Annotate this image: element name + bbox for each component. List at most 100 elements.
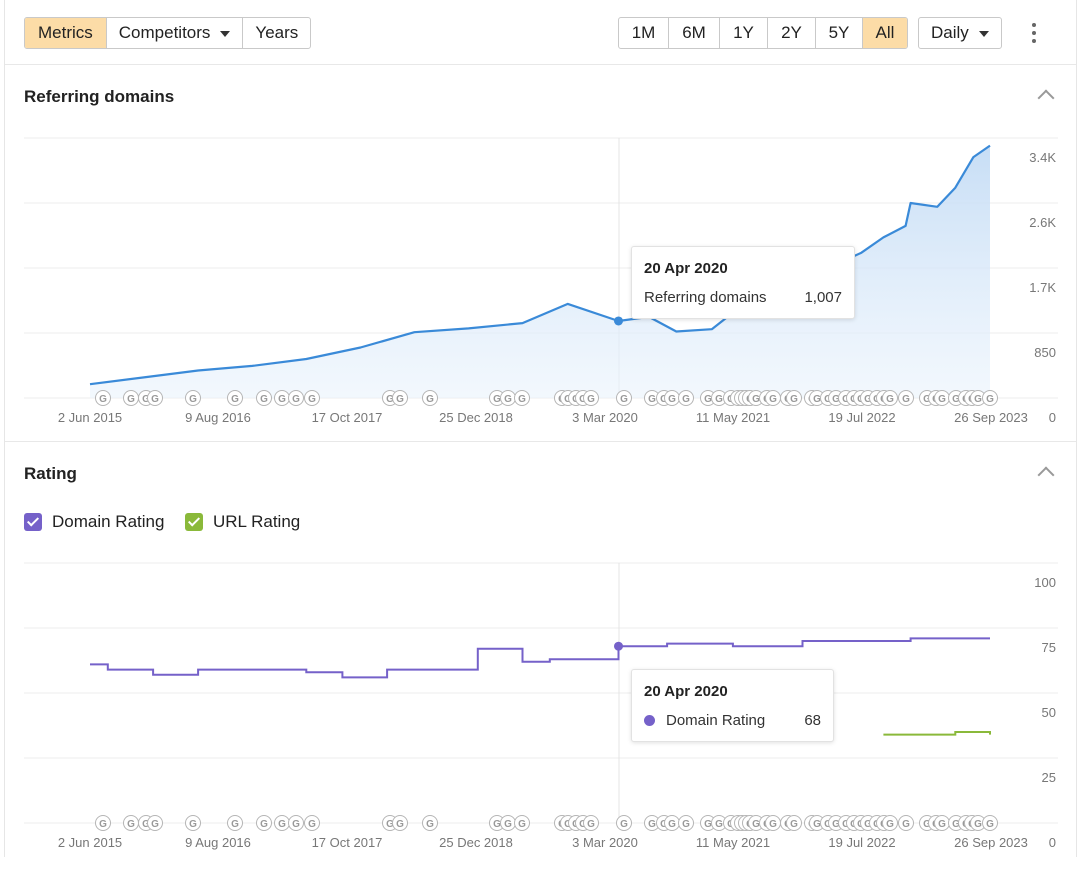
google-update-icon[interactable]: G: [786, 390, 802, 406]
google-update-icon[interactable]: G: [274, 390, 290, 406]
svg-text:G: G: [886, 819, 894, 830]
svg-text:G: G: [938, 394, 946, 405]
svg-text:G: G: [648, 394, 656, 405]
range-all-button[interactable]: All: [863, 18, 907, 48]
svg-text:G: G: [426, 819, 434, 830]
tab-competitors[interactable]: Competitors: [107, 18, 244, 48]
svg-text:G: G: [752, 394, 760, 405]
y-tick-label: 850: [1034, 345, 1056, 360]
svg-text:G: G: [986, 819, 994, 830]
google-update-icon[interactable]: G: [678, 390, 694, 406]
range-5y-label: 5Y: [828, 23, 850, 42]
google-update-icon[interactable]: G: [786, 815, 802, 831]
range-1m-button[interactable]: 1M: [619, 18, 669, 48]
google-update-icon[interactable]: G: [123, 815, 139, 831]
google-update-icon[interactable]: G: [256, 390, 272, 406]
svg-text:G: G: [842, 394, 850, 405]
svg-text:G: G: [587, 394, 595, 405]
google-update-icon[interactable]: G: [765, 390, 781, 406]
google-update-icon[interactable]: G: [678, 815, 694, 831]
google-update-icon[interactable]: G: [809, 390, 825, 406]
svg-text:G: G: [142, 819, 150, 830]
google-update-icon[interactable]: G: [700, 815, 716, 831]
y-tick-label: 25: [1042, 770, 1056, 785]
google-update-icon[interactable]: G: [304, 390, 320, 406]
x-tick-label: 25 Dec 2018: [439, 410, 513, 425]
google-update-icon[interactable]: G: [95, 815, 111, 831]
legend-domain-rating[interactable]: Domain Rating: [24, 512, 164, 532]
google-update-icon[interactable]: G: [765, 815, 781, 831]
google-update-icon[interactable]: G: [392, 390, 408, 406]
chevron-down-icon: [978, 31, 989, 37]
google-update-icon[interactable]: G: [288, 815, 304, 831]
google-update-icon[interactable]: G: [982, 815, 998, 831]
domain-rating-line: [90, 637, 990, 679]
google-update-icon[interactable]: G: [644, 390, 660, 406]
google-update-icon[interactable]: G: [123, 390, 139, 406]
tooltip-label: Domain Rating: [666, 712, 766, 729]
x-tick-label: 26 Sep 2023: [954, 835, 1028, 850]
svg-text:G: G: [620, 819, 628, 830]
svg-text:G: G: [504, 819, 512, 830]
tab-years[interactable]: Years: [243, 18, 310, 48]
google-update-icon[interactable]: G: [583, 815, 599, 831]
google-update-icon[interactable]: G: [274, 815, 290, 831]
svg-text:G: G: [231, 394, 239, 405]
checkbox-checked-icon[interactable]: [185, 513, 203, 531]
google-update-icon[interactable]: G: [392, 815, 408, 831]
google-update-icon[interactable]: G: [227, 815, 243, 831]
hover-point[interactable]: [614, 641, 624, 651]
google-update-icon[interactable]: G: [898, 390, 914, 406]
google-update-icon[interactable]: G: [288, 390, 304, 406]
svg-text:G: G: [938, 819, 946, 830]
google-update-icon[interactable]: G: [422, 815, 438, 831]
google-update-icon[interactable]: G: [185, 390, 201, 406]
range-1y-button[interactable]: 1Y: [720, 18, 768, 48]
google-update-icon[interactable]: G: [256, 815, 272, 831]
google-update-icon[interactable]: G: [583, 390, 599, 406]
svg-text:G: G: [923, 394, 931, 405]
google-update-icon[interactable]: G: [982, 390, 998, 406]
google-update-icon[interactable]: G: [898, 815, 914, 831]
svg-text:G: G: [426, 394, 434, 405]
google-update-icon[interactable]: G: [500, 390, 516, 406]
google-update-icon[interactable]: G: [882, 815, 898, 831]
interval-select[interactable]: Daily: [918, 17, 1002, 49]
range-5y-button[interactable]: 5Y: [816, 18, 863, 48]
range-6m-button[interactable]: 6M: [669, 18, 720, 48]
svg-text:G: G: [902, 819, 910, 830]
rating-title: Rating: [24, 464, 77, 483]
hover-point[interactable]: [614, 316, 624, 326]
google-update-icon[interactable]: G: [934, 390, 950, 406]
google-update-icon[interactable]: G: [514, 815, 530, 831]
checkbox-checked-icon[interactable]: [24, 513, 42, 531]
google-update-icon[interactable]: G: [934, 815, 950, 831]
google-update-icon[interactable]: G: [422, 390, 438, 406]
legend-url-rating[interactable]: URL Rating: [185, 512, 300, 532]
svg-text:G: G: [790, 819, 798, 830]
google-update-icon[interactable]: G: [185, 815, 201, 831]
google-update-icon[interactable]: G: [664, 390, 680, 406]
svg-text:G: G: [396, 394, 404, 405]
svg-text:G: G: [864, 394, 872, 405]
google-update-icon[interactable]: G: [882, 390, 898, 406]
google-update-icon[interactable]: G: [304, 815, 320, 831]
google-update-icon[interactable]: G: [95, 390, 111, 406]
google-update-icon[interactable]: G: [227, 390, 243, 406]
range-2y-button[interactable]: 2Y: [768, 18, 816, 48]
google-update-icon[interactable]: G: [809, 815, 825, 831]
google-update-icon[interactable]: G: [664, 815, 680, 831]
google-update-icon[interactable]: G: [616, 390, 632, 406]
tab-metrics[interactable]: Metrics: [25, 18, 107, 48]
svg-text:G: G: [923, 819, 931, 830]
svg-text:G: G: [231, 819, 239, 830]
google-update-icon[interactable]: G: [500, 815, 516, 831]
more-vertical-icon[interactable]: [1031, 23, 1037, 43]
google-update-icon[interactable]: G: [147, 390, 163, 406]
google-update-icon[interactable]: G: [748, 390, 764, 406]
google-update-icon[interactable]: G: [147, 815, 163, 831]
google-update-icon[interactable]: G: [514, 390, 530, 406]
google-update-icon[interactable]: G: [616, 815, 632, 831]
x-tick-label: 19 Jul 2022: [828, 410, 895, 425]
